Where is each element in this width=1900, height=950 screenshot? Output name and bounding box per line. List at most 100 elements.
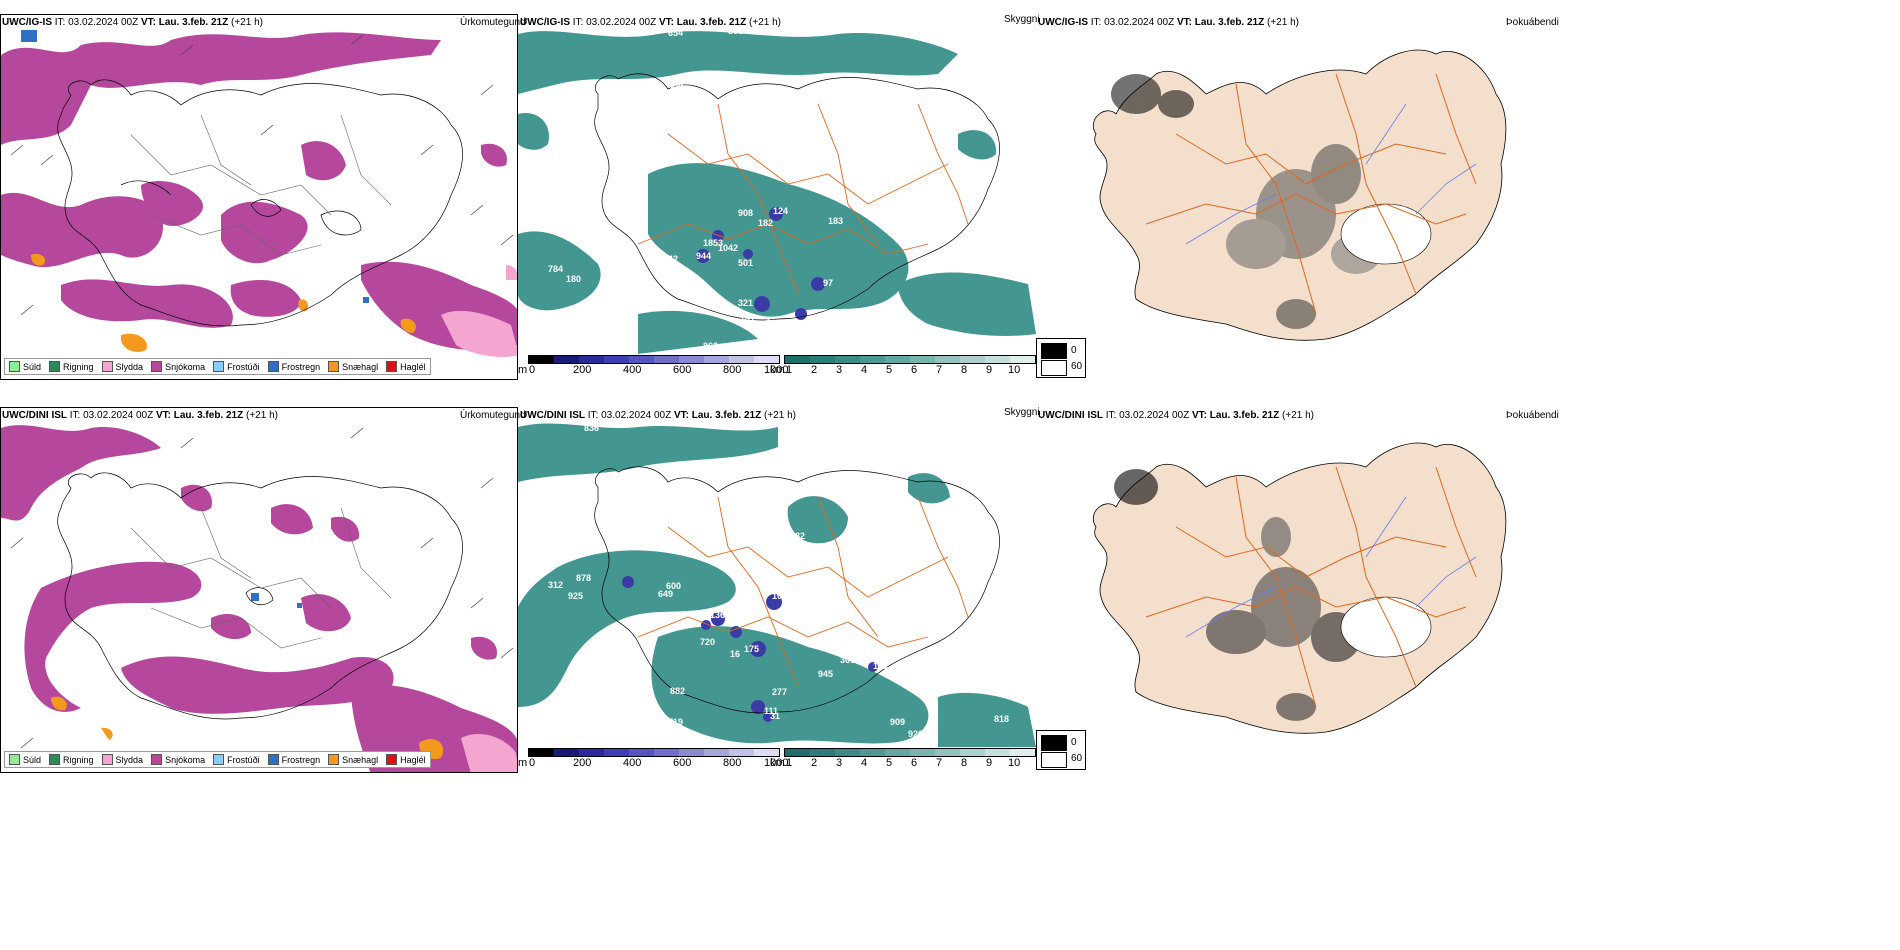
visibility-value-label: 97 xyxy=(823,278,833,288)
model-name: UWC/IG-IS xyxy=(1038,17,1088,28)
precip-type-map-row2 xyxy=(0,407,518,773)
legend-item-rain: Rigning xyxy=(49,361,94,372)
panel-title-row2-col1: Úrkomutegund xyxy=(460,410,526,421)
visibility-value-label: 301 xyxy=(840,655,855,665)
legend-item-freezing-rain: Frostregn xyxy=(267,754,320,765)
visibility-value-label: 175 xyxy=(744,644,759,654)
visibility-value-label: 926 xyxy=(908,729,923,739)
visibility-value-label: 321 xyxy=(738,298,753,308)
legend-item-snow: Snjókoma xyxy=(151,361,205,372)
lead-time: (+21 h) xyxy=(1282,410,1314,421)
valid-time: VT: Lau. 3.feb. 21Z xyxy=(1176,17,1265,28)
init-time: IT: 03.02.2024 00Z xyxy=(1090,17,1175,28)
visibility-value-label: 107 xyxy=(772,591,787,601)
model-name: UWC/IG-IS xyxy=(520,17,570,28)
visibility-value-label: 719 xyxy=(668,717,683,727)
panel-header-row2-col2: UWC/DINI ISL IT: 03.02.2024 00Z VT: Lau.… xyxy=(520,410,796,422)
visibility-value-label: 818 xyxy=(994,714,1009,724)
visibility-value-label: 861 xyxy=(728,26,743,36)
precip-type-map-row1 xyxy=(0,14,518,380)
panel-title-row2-col3: Þokuábendi xyxy=(1506,410,1559,421)
visibility-value-label: 908 xyxy=(738,208,753,218)
lead-time: (+21 h) xyxy=(764,410,796,421)
valid-time: VT: Lau. 3.feb. 21Z xyxy=(1191,410,1280,421)
visibility-value-label: 141 xyxy=(740,314,755,324)
colorbar-m-segments xyxy=(528,355,780,364)
visibility-value-label: 784 xyxy=(548,264,563,274)
visibility-value-label: 649 xyxy=(658,589,673,599)
colorbar-km-unit: km xyxy=(770,757,785,769)
panel-header-row1-col2: UWC/IG-IS IT: 03.02.2024 00Z VT: Lau. 3.… xyxy=(520,17,781,29)
visibility-colorbar-row1: m 0 200 400 600 800 1000 km 1 2 3 4 5 6 … xyxy=(518,355,1036,379)
panel-title-row1-col3: Þokuábendi xyxy=(1506,17,1559,28)
visibility-map-row2: 836 312 878 925 649 600 282 107 136 212 175 16 720 25… xyxy=(518,407,1036,747)
visibility-colorbar-row2: m 0 200 400 600 800 1000 km 1 2 3 4 5 6 … xyxy=(518,748,1036,772)
visibility-value-label: 409 xyxy=(668,81,683,91)
precip-legend-row2: Súld Rigning Slydda Snjókoma Frostúði Fr… xyxy=(4,751,431,768)
precip-map-graphic xyxy=(1,30,517,357)
fog-map-row1 xyxy=(1036,14,1556,354)
visibility-value-label: 211 xyxy=(766,318,781,328)
panel-header-row1-col3: UWC/IG-IS IT: 03.02.2024 00Z VT: Lau. 3.… xyxy=(1038,17,1299,29)
colorbar-m-segments xyxy=(528,748,780,757)
visibility-value-label: 1042 xyxy=(718,243,738,253)
panel-header-row2-col3: UWC/DINI ISL IT: 03.02.2024 00Z VT: Lau.… xyxy=(1038,410,1314,422)
model-name: UWC/DINI ISL xyxy=(520,410,585,421)
panel-header-row1-col1: UWC/IG-IS IT: 03.02.2024 00Z VT: Lau. 3.… xyxy=(2,17,263,29)
legend-item-hail: Haglél xyxy=(386,361,426,372)
visibility-value-label: 113 xyxy=(873,661,888,671)
fog-map-row2 xyxy=(1036,407,1556,747)
valid-time: VT: Lau. 3.feb. 21Z xyxy=(658,17,747,28)
visibility-value-label: 909 xyxy=(890,717,905,727)
visibility-value-label: 878 xyxy=(576,573,591,583)
legend-item-sleet: Slydda xyxy=(101,361,143,372)
visibility-value-label: 720 xyxy=(700,637,715,647)
visibility-value-label: 212 xyxy=(728,617,743,627)
precip-map-graphic xyxy=(1,425,517,772)
init-time: IT: 03.02.2024 00Z xyxy=(54,17,139,28)
legend-item-freezing-drizzle: Frostúði xyxy=(213,754,260,765)
visibility-value-label: 124 xyxy=(773,206,788,216)
colorbar-m-unit: m xyxy=(518,364,528,376)
legend-item-rain: Rigning xyxy=(49,754,94,765)
fog-map-graphic xyxy=(1093,49,1507,341)
visibility-value-label: 925 xyxy=(568,591,583,601)
init-time: IT: 03.02.2024 00Z xyxy=(69,410,154,421)
fog-scale-row1: 0 60 xyxy=(1036,338,1086,378)
visibility-value-label: 182 xyxy=(758,218,773,228)
valid-time: VT: Lau. 3.feb. 21Z xyxy=(155,410,244,421)
visibility-value-label: 944 xyxy=(696,251,711,261)
model-name: UWC/IG-IS xyxy=(2,17,52,28)
legend-item-snow: Snjókoma xyxy=(151,754,205,765)
visibility-value-label: 836 xyxy=(584,423,599,433)
visibility-value-label: 880 xyxy=(856,344,871,354)
model-name: UWC/DINI ISL xyxy=(1038,410,1103,421)
colorbar-m-unit: m xyxy=(518,757,528,769)
visibility-value-label: 242 xyxy=(663,254,678,264)
visibility-value-label: 654 xyxy=(668,28,683,38)
visibility-value-label: 136 xyxy=(710,610,725,620)
model-name: UWC/DINI ISL xyxy=(2,410,67,421)
visibility-value-label: 851 xyxy=(818,26,833,36)
init-time: IT: 03.02.2024 00Z xyxy=(587,410,672,421)
visibility-value-label: 277 xyxy=(772,687,787,697)
visibility-value-label: 183 xyxy=(828,216,843,226)
legend-item-freezing-drizzle: Frostúði xyxy=(213,361,260,372)
precip-legend-row1: Súld Rigning Slydda Snjókoma Frostúði Fr… xyxy=(4,358,431,375)
panel-header-row2-col1: UWC/DINI ISL IT: 03.02.2024 00Z VT: Lau.… xyxy=(2,410,278,422)
visibility-map-row1: 885 654 861 851 409 124 908 182 183 1853 1042 944 24… xyxy=(518,14,1036,354)
colorbar-km-segments xyxy=(784,748,1036,757)
legend-item-drizzle: Súld xyxy=(9,754,41,765)
legend-item-hail: Haglél xyxy=(386,754,426,765)
visibility-value-label: 257 xyxy=(828,614,843,624)
lead-time: (+21 h) xyxy=(231,17,263,28)
colorbar-km-segments xyxy=(784,355,1036,364)
init-time: IT: 03.02.2024 00Z xyxy=(572,17,657,28)
visibility-value-label: 862 xyxy=(703,341,718,351)
visibility-value-label: 945 xyxy=(818,669,833,679)
lead-time: (+21 h) xyxy=(246,410,278,421)
